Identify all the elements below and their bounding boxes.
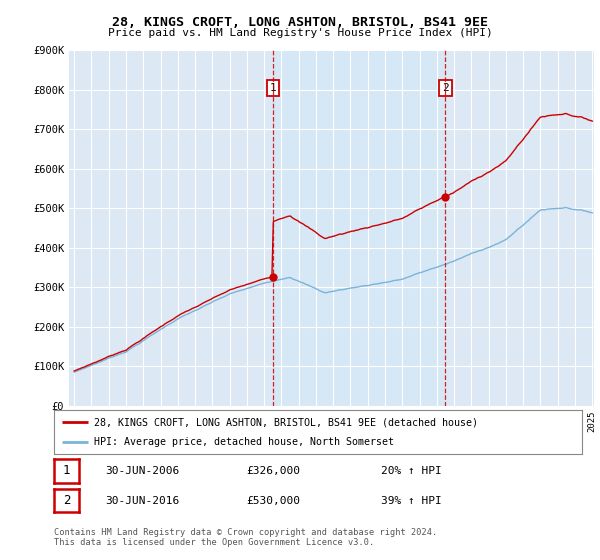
Text: £530,000: £530,000 [246,496,300,506]
Text: 1: 1 [63,464,70,478]
Bar [273,50,445,406]
Text: 30-JUN-2006: 30-JUN-2006 [105,466,179,476]
Text: Price paid vs. HM Land Registry's House Price Index (HPI): Price paid vs. HM Land Registry's House … [107,28,493,38]
Text: 30-JUN-2016: 30-JUN-2016 [105,496,179,506]
Text: HPI: Average price, detached house, North Somerset: HPI: Average price, detached house, Nort… [94,437,394,446]
Text: 2: 2 [63,494,70,507]
Text: 2: 2 [442,83,449,93]
Text: 39% ↑ HPI: 39% ↑ HPI [381,496,442,506]
Text: Contains HM Land Registry data © Crown copyright and database right 2024.
This d: Contains HM Land Registry data © Crown c… [54,528,437,547]
Text: 28, KINGS CROFT, LONG ASHTON, BRISTOL, BS41 9EE: 28, KINGS CROFT, LONG ASHTON, BRISTOL, B… [112,16,488,29]
Text: 1: 1 [269,83,276,93]
Text: 28, KINGS CROFT, LONG ASHTON, BRISTOL, BS41 9EE (detached house): 28, KINGS CROFT, LONG ASHTON, BRISTOL, B… [94,417,478,427]
Text: 20% ↑ HPI: 20% ↑ HPI [381,466,442,476]
Text: £326,000: £326,000 [246,466,300,476]
